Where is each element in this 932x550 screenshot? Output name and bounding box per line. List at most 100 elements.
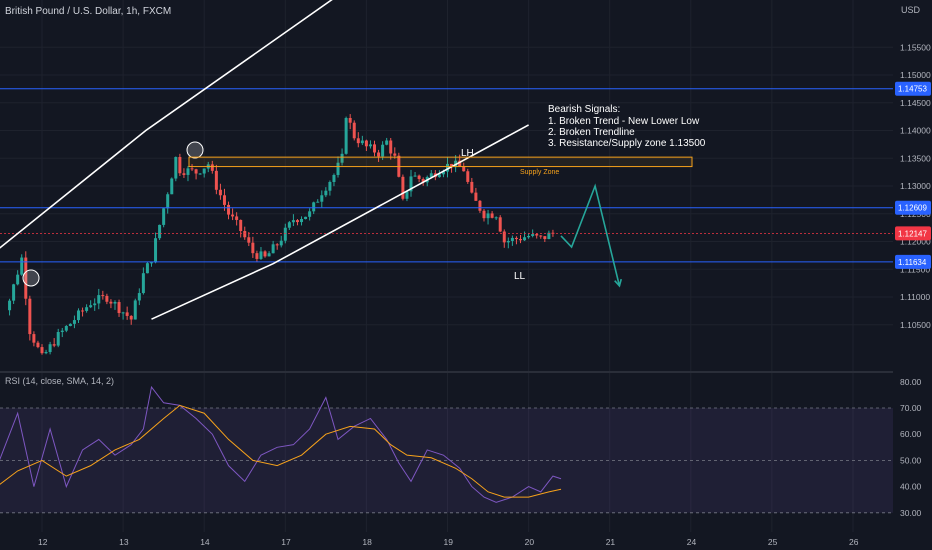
price-tick-label: 1.15500	[900, 42, 931, 52]
candle-body	[44, 352, 48, 354]
candle-body	[52, 344, 56, 346]
candle-body	[287, 222, 291, 228]
signals-title[interactable]: Bearish Signals:	[548, 104, 620, 115]
rsi-title[interactable]: RSI (14, close, SMA, 14, 2)	[5, 376, 114, 386]
candle-body	[149, 262, 153, 264]
candle-body	[121, 312, 125, 314]
time-tick-label: 21	[606, 537, 616, 547]
candle-body	[40, 347, 44, 354]
candle-body	[368, 144, 372, 147]
candle-body	[8, 300, 12, 311]
rsi-tick-label: 70.00	[900, 403, 922, 413]
candle-body	[389, 140, 393, 154]
candle-body	[235, 216, 239, 220]
candle-body	[340, 153, 344, 163]
candle-body	[56, 332, 60, 346]
candle-body	[60, 330, 64, 333]
price-tag[interactable]	[895, 254, 931, 269]
upper-trendline[interactable]	[0, 0, 383, 250]
candle-body	[166, 194, 170, 209]
candle-body	[283, 227, 287, 241]
candle-body	[304, 216, 308, 220]
candle-body	[510, 237, 514, 241]
rsi-band	[0, 407, 893, 514]
candle-body	[190, 168, 194, 170]
rsi-tick-label: 50.00	[900, 455, 922, 465]
candle-body	[502, 231, 506, 243]
projection-path[interactable]	[560, 183, 621, 287]
time-tick-label: 24	[687, 537, 697, 547]
candle-body	[450, 163, 454, 168]
candle-body	[393, 153, 397, 156]
candle-body	[466, 171, 470, 182]
signal-3[interactable]: 3. Resistance/Supply zone 1.13500	[548, 138, 706, 149]
candle-body	[178, 157, 182, 174]
touch-point-circle[interactable]	[186, 141, 204, 159]
rsi-tick-label: 30.00	[900, 508, 922, 518]
candle-body	[295, 220, 299, 223]
currency-label[interactable]: USD	[901, 5, 921, 15]
horizontal-levels[interactable]	[0, 88, 893, 263]
candle-body	[218, 189, 222, 196]
trend-drawings[interactable]	[0, 0, 693, 320]
time-tick-label: 17	[281, 537, 291, 547]
price-tick-label: 1.11500	[900, 264, 930, 274]
candle-body	[182, 173, 186, 175]
candle-body	[247, 237, 251, 243]
rsi-ma-line	[0, 404, 562, 498]
signal-1[interactable]: 1. Broken Trend - New Lower Low	[548, 116, 700, 127]
rsi-line	[0, 385, 562, 503]
candle-body	[271, 244, 275, 254]
candle-body	[356, 138, 360, 144]
touch-point-circle[interactable]	[22, 269, 40, 287]
candle-body	[352, 122, 356, 139]
candle-body	[202, 168, 206, 174]
symbol-title[interactable]: British Pound / U.S. Dollar, 1h, FXCM	[5, 6, 171, 17]
candle-body	[210, 164, 214, 171]
candle-body	[462, 166, 466, 172]
candle-body	[417, 175, 421, 179]
candle-body	[28, 298, 32, 335]
time-tick-label: 26	[849, 537, 859, 547]
price-tag[interactable]	[895, 81, 931, 96]
projection-arrowhead[interactable]	[614, 278, 623, 288]
candle-body	[437, 174, 441, 178]
lower-trendline[interactable]	[151, 124, 529, 320]
supply-zone-box[interactable]	[188, 156, 693, 168]
candle-body	[381, 144, 385, 157]
time-tick-label: 14	[200, 537, 210, 547]
candle-body	[133, 300, 137, 320]
candle-body	[344, 117, 348, 154]
price-tag-label: 1.12147	[898, 229, 927, 238]
lower-low-label[interactable]: LL	[514, 271, 526, 282]
candle-body	[308, 211, 312, 217]
price-tag[interactable]	[895, 200, 931, 215]
candle-body	[421, 178, 425, 183]
candle-body	[514, 237, 518, 240]
candle-body	[470, 181, 474, 193]
candle-body	[429, 173, 433, 177]
candle-body	[251, 242, 255, 254]
candle-body	[186, 168, 190, 175]
candle-body	[214, 170, 218, 190]
price-tick-label: 1.12000	[900, 237, 931, 247]
candle-body	[328, 181, 332, 191]
candle-body	[518, 239, 522, 241]
lower-high-label[interactable]: LH	[461, 148, 474, 159]
candle-body	[125, 312, 129, 316]
candle-body	[267, 253, 271, 257]
candle-body	[145, 263, 149, 274]
rsi-tick-label: 60.00	[900, 429, 922, 439]
price-tag[interactable]	[895, 226, 931, 241]
candle-body	[506, 240, 510, 243]
price-tick-label: 1.11000	[900, 292, 930, 302]
price-tag-label: 1.11634	[898, 258, 927, 267]
candle-body	[539, 235, 543, 237]
candle-body	[154, 238, 158, 263]
candle-body	[279, 240, 283, 246]
price-tag-label: 1.14753	[898, 85, 927, 94]
signal-2[interactable]: 2. Broken Trendline	[548, 127, 635, 138]
supply-zone-label[interactable]: Supply Zone	[520, 169, 559, 176]
